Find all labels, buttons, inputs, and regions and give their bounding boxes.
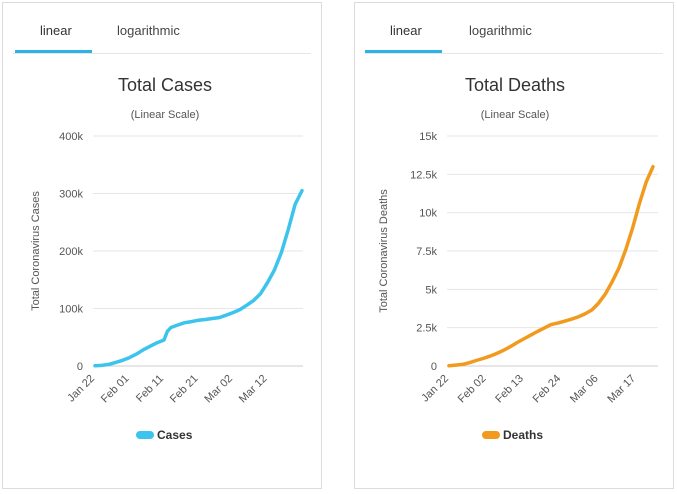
x-tick-label: Mar 12	[237, 373, 270, 406]
y-tick-label: 0	[77, 361, 83, 373]
tab-logarithmic[interactable]: logarithmic	[117, 23, 180, 38]
y-tick-label: 15k	[419, 131, 437, 143]
y-tick-label: 100k	[59, 304, 83, 316]
y-tick-label: 200k	[59, 246, 83, 258]
x-tick-label: Mar 17	[605, 373, 638, 406]
deaths-chart-panel: linear logarithmic Total Deaths (Linear S…	[354, 2, 674, 489]
x-tick-label: Mar 02	[202, 373, 235, 406]
deaths-chart: Total Deaths (Linear Scale) 0 2.5k 5k 7.5k 10k…	[378, 75, 658, 406]
tab-linear[interactable]: linear	[390, 23, 422, 38]
chart-title: Total Deaths	[465, 75, 565, 95]
cases-chart-panel: linear logarithmic Total Cases (Linear Sc…	[2, 2, 322, 489]
y-axis-label: Total Coronavirus Cases	[30, 191, 42, 311]
active-tab-indicator	[365, 50, 442, 53]
y-tick-label: 300k	[59, 189, 83, 201]
series-line-deaths[interactable]	[447, 164, 655, 368]
cases-legend-label[interactable]: Cases	[157, 428, 193, 442]
x-tick-label: Feb 01	[99, 373, 132, 406]
y-tick-label: 5k	[425, 284, 437, 296]
x-tick-label: Mar 06	[568, 373, 601, 406]
x-tick-label: Feb 24	[531, 373, 564, 406]
cases-chart: Total Cases (Linear Scale) 0 100k 200k 300k 40…	[30, 75, 304, 406]
y-tick-label: 2.5k	[416, 323, 437, 335]
chart-title: Total Cases	[118, 75, 212, 95]
chart-subtitle: (Linear Scale)	[131, 109, 199, 121]
y-tick-label: 400k	[59, 131, 83, 143]
tab-logarithmic[interactable]: logarithmic	[469, 23, 532, 38]
series-line-cases[interactable]	[93, 188, 304, 368]
active-tab-indicator	[15, 50, 92, 53]
cases-legend-marker[interactable]	[136, 431, 154, 439]
deaths-legend-marker[interactable]	[482, 431, 500, 439]
deaths-legend-label[interactable]: Deaths	[503, 428, 544, 442]
x-tick-label: Feb 11	[134, 373, 166, 405]
y-tick-label: 7.5k	[416, 246, 437, 258]
scale-tabs: linear logarithmic	[365, 3, 663, 54]
chart-subtitle: (Linear Scale)	[481, 109, 549, 121]
x-tick-label: Feb 02	[456, 373, 489, 406]
tab-linear[interactable]: linear	[40, 23, 72, 38]
y-tick-label: 12.5k	[410, 169, 437, 181]
x-tick-label: Jan 22	[65, 373, 97, 405]
x-tick-label: Feb 13	[493, 373, 526, 406]
y-axis-label: Total Coronavirus Deaths	[378, 189, 390, 313]
y-tick-label: 10k	[419, 208, 437, 220]
x-tick-label: Feb 21	[168, 373, 201, 406]
scale-tabs: linear logarithmic	[13, 3, 311, 54]
y-tick-label: 0	[431, 361, 437, 373]
x-tick-label: Jan 22	[419, 373, 451, 405]
